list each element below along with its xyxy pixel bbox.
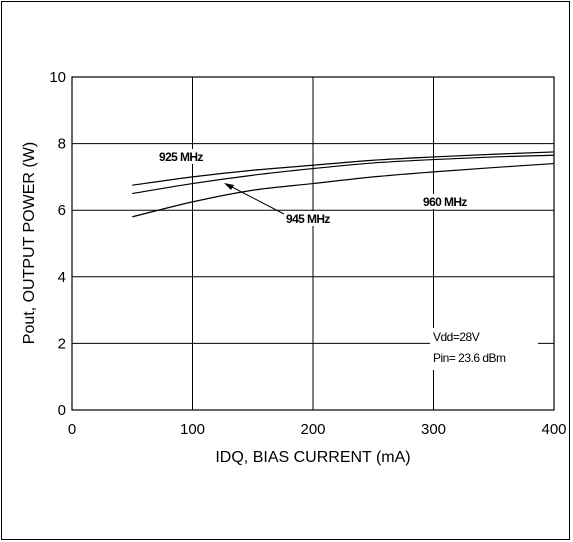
y-tick-label: 2 <box>58 335 66 352</box>
x-axis-title: IDQ, BIAS CURRENT (mA) <box>215 449 410 466</box>
series-line-1 <box>132 154 555 195</box>
label-bg-960 <box>416 194 490 209</box>
annotation-pin: Pin= 23.6 dBm <box>433 351 506 365</box>
arrowhead-945-icon <box>224 183 234 190</box>
series-line-0 <box>132 151 555 186</box>
tick-labels: 0 100 200 300 400 0 2 4 6 8 10 <box>49 69 566 438</box>
series-lines <box>132 151 555 218</box>
y-tick-label: 0 <box>58 402 66 419</box>
y-tick-label: 4 <box>58 269 66 286</box>
y-tick-label: 10 <box>49 69 66 86</box>
pointer-945 <box>229 185 285 215</box>
plot-border <box>71 76 555 411</box>
series-label-960: 960 MHz <box>423 195 467 209</box>
note-bg <box>430 328 538 370</box>
x-tick-label: 0 <box>68 421 76 438</box>
y-axis-title: Pout, OUTPUT POWER (W) <box>21 142 38 344</box>
label-bg-945 <box>284 211 348 226</box>
x-tick-label: 100 <box>180 421 205 438</box>
y-tick-label: 6 <box>58 202 66 219</box>
x-tick-label: 200 <box>300 421 325 438</box>
series-label-945: 945 MHz <box>286 212 330 226</box>
series-label-925: 925 MHz <box>159 150 203 164</box>
x-tick-label: 400 <box>541 421 566 438</box>
label-bg-925 <box>156 149 220 164</box>
x-tick-label: 300 <box>421 421 446 438</box>
annotation-vdd: Vdd=28V <box>433 330 480 344</box>
grid-lines <box>72 77 554 410</box>
series-line-2 <box>132 162 555 218</box>
y-tick-label: 8 <box>58 136 66 153</box>
